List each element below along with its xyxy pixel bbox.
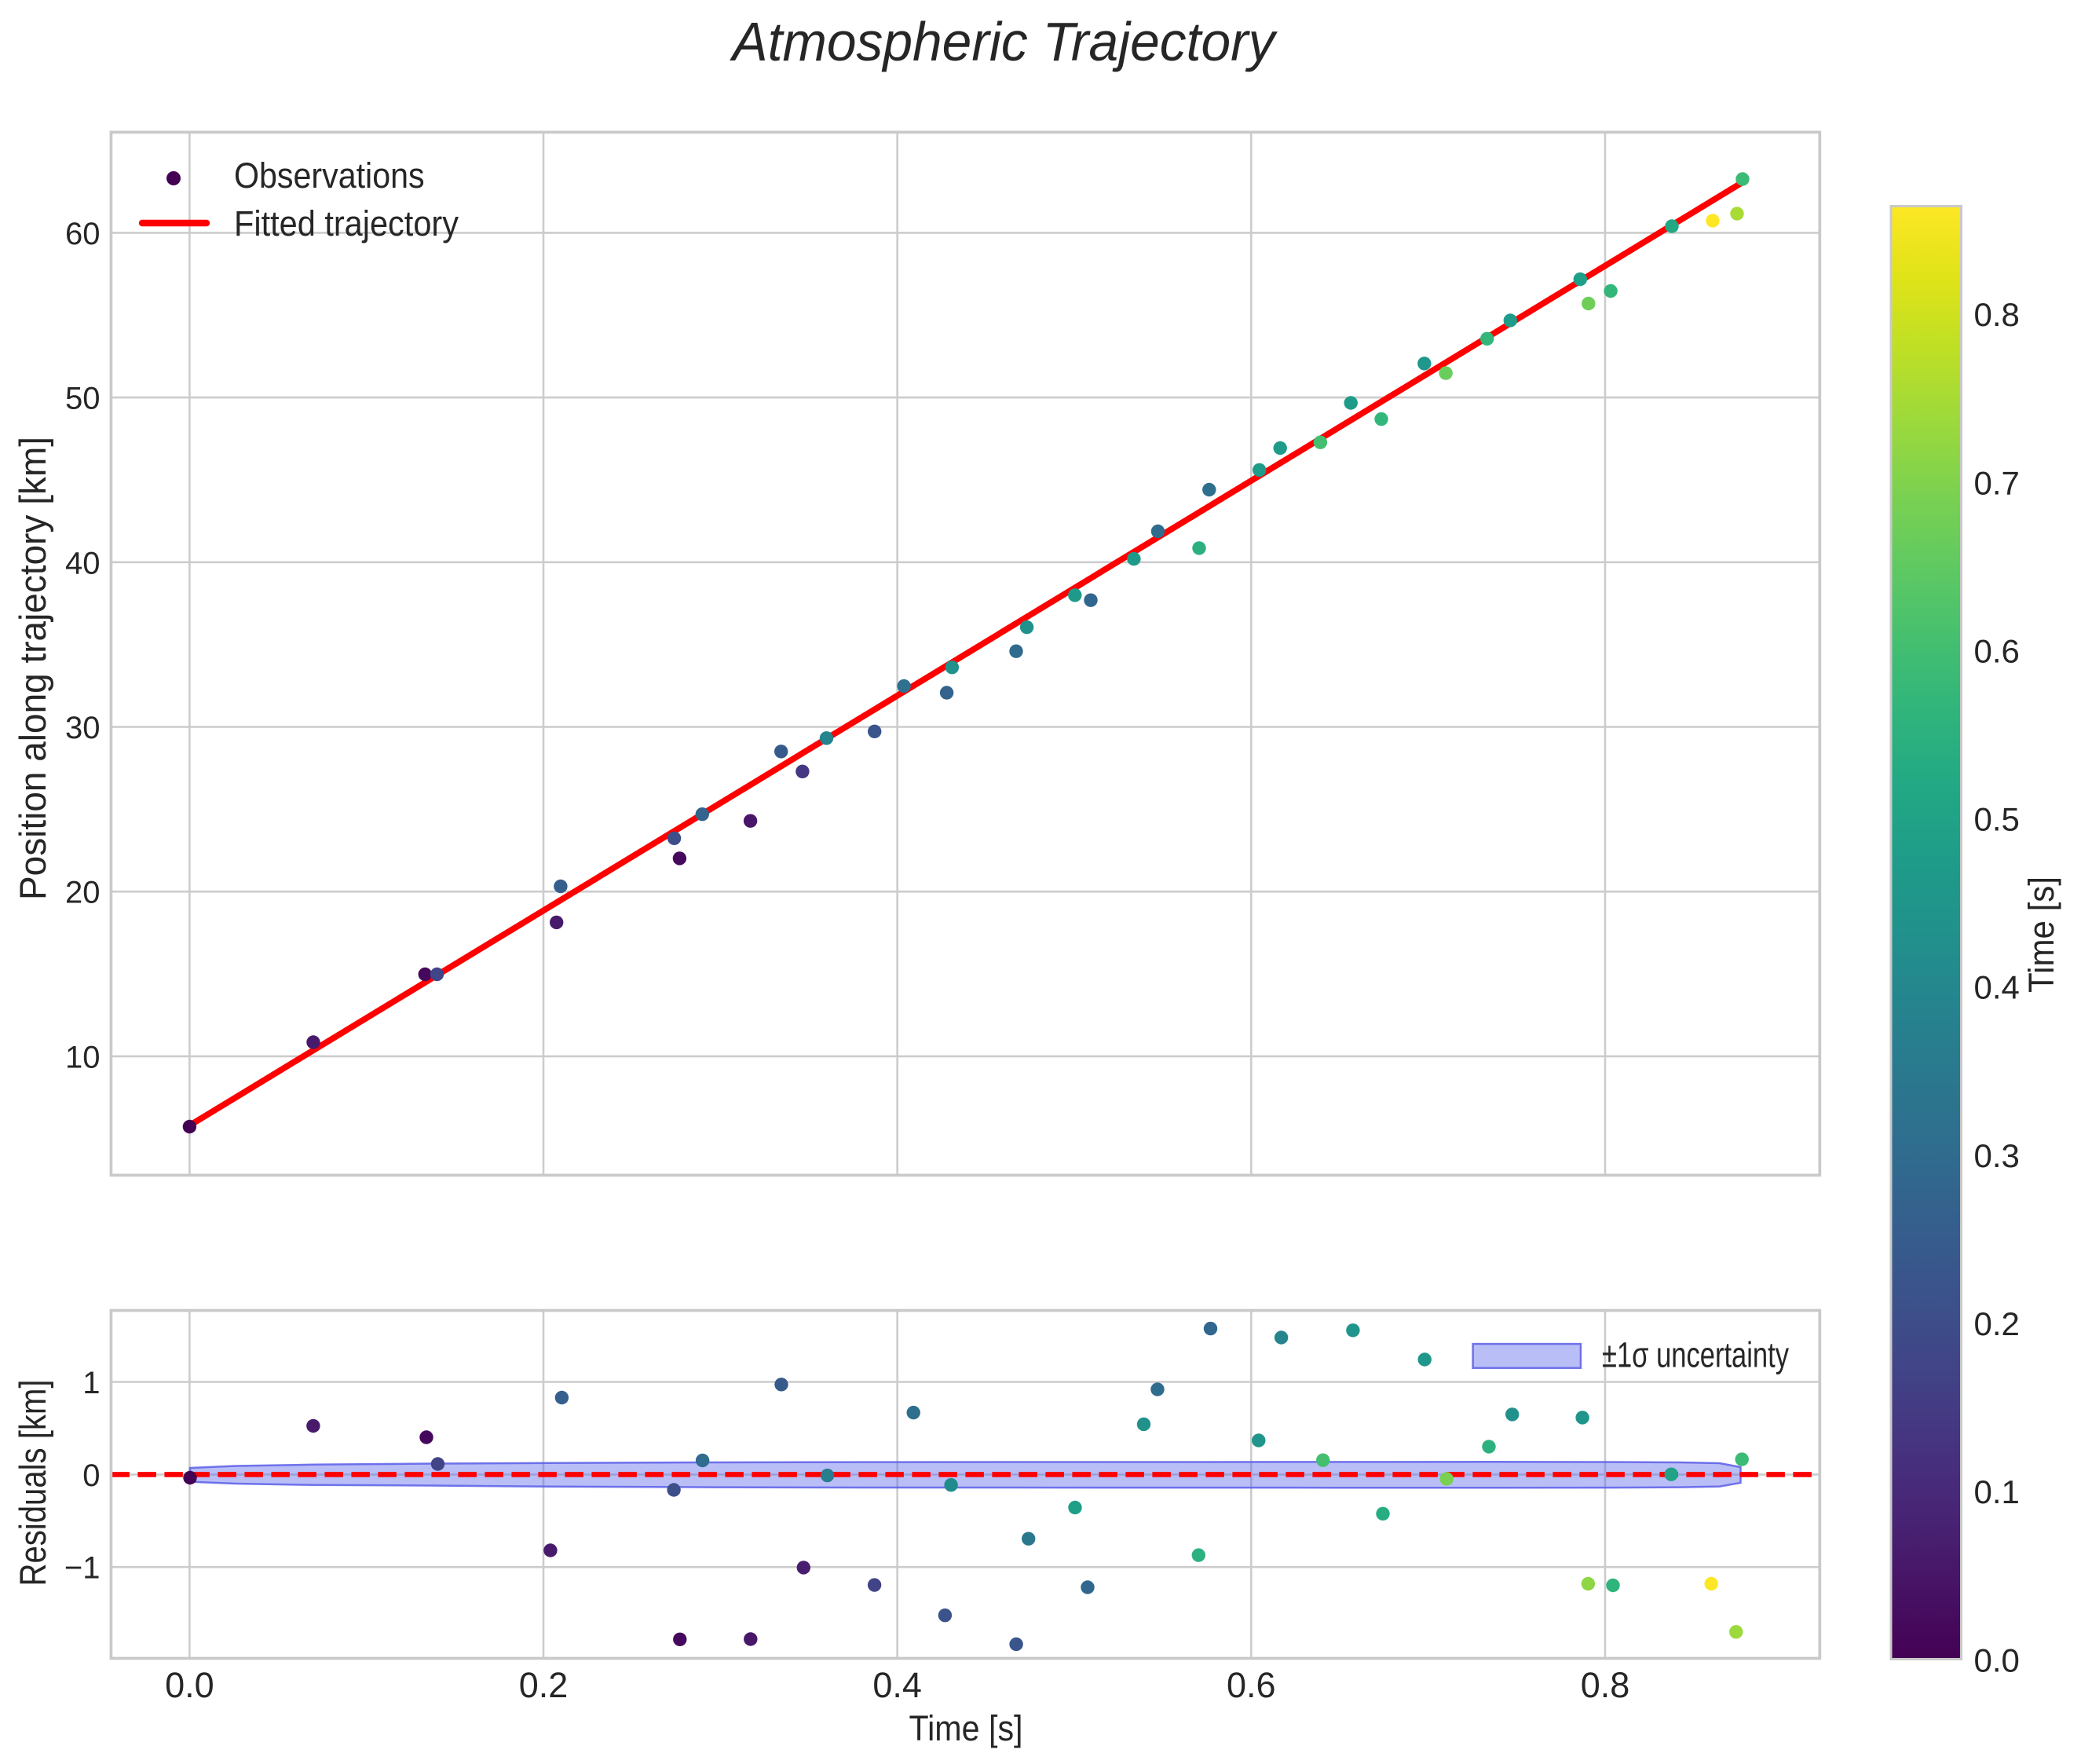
svg-text:Fitted trajectory: Fitted trajectory [234, 203, 459, 243]
svg-text:0: 0 [82, 1458, 100, 1493]
svg-text:Time [s]: Time [s] [2021, 877, 2061, 993]
svg-text:0.1: 0.1 [1974, 1473, 2020, 1510]
svg-text:10: 10 [65, 1040, 101, 1074]
svg-text:0.2: 0.2 [519, 1665, 569, 1705]
svg-text:30: 30 [65, 711, 101, 745]
svg-text:50: 50 [65, 382, 101, 416]
svg-text:0.6: 0.6 [1227, 1665, 1276, 1705]
svg-text:0.7: 0.7 [1974, 464, 2020, 501]
svg-text:0.3: 0.3 [1974, 1137, 2020, 1174]
svg-text:40: 40 [65, 546, 101, 580]
svg-text:0.0: 0.0 [1974, 1641, 2020, 1678]
svg-text:0.8: 0.8 [1581, 1665, 1630, 1705]
svg-text:Observations: Observations [234, 156, 425, 196]
svg-text:1: 1 [82, 1366, 100, 1400]
svg-text:0.4: 0.4 [872, 1665, 922, 1705]
svg-text:0.8: 0.8 [1974, 296, 2020, 333]
svg-text:0.5: 0.5 [1974, 801, 2020, 838]
svg-text:0.0: 0.0 [165, 1665, 214, 1705]
svg-text:Residuals [km]: Residuals [km] [12, 1380, 53, 1587]
svg-text:Time [s]: Time [s] [909, 1708, 1023, 1748]
svg-text:20: 20 [65, 876, 101, 910]
svg-text:0.6: 0.6 [1974, 633, 2020, 670]
svg-text:Atmospheric Trajectory: Atmospheric Trajectory [730, 11, 1278, 72]
svg-text:±1σ uncertainty: ±1σ uncertainty [1602, 1335, 1789, 1375]
svg-text:Position along trajectory [km]: Position along trajectory [km] [12, 437, 53, 900]
svg-text:0.2: 0.2 [1974, 1305, 2020, 1342]
svg-text:−1: −1 [64, 1551, 101, 1586]
svg-text:60: 60 [65, 217, 101, 251]
svg-text:0.4: 0.4 [1974, 969, 2020, 1006]
